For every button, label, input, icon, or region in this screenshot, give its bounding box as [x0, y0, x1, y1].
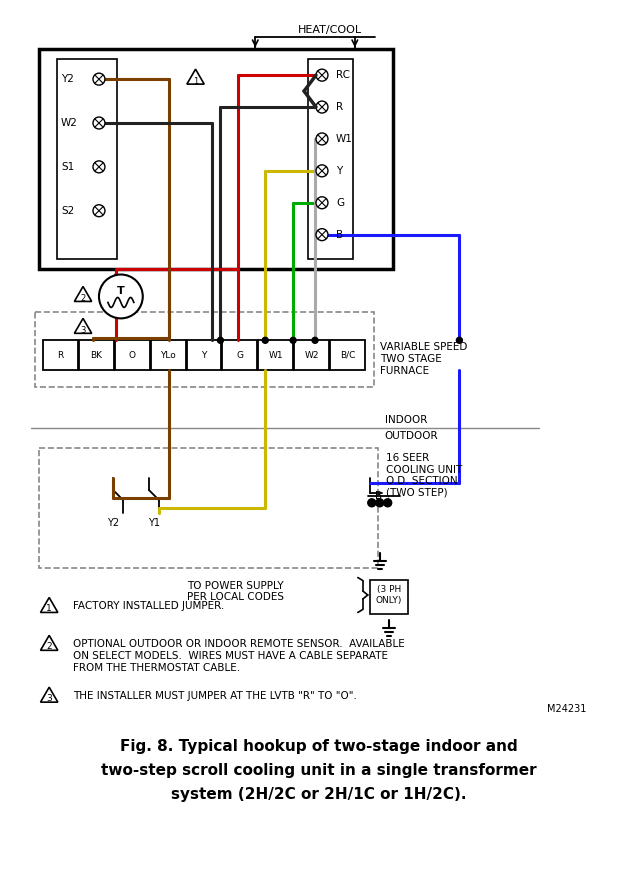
- Circle shape: [262, 338, 268, 343]
- Circle shape: [93, 117, 105, 129]
- Text: TO POWER SUPPLY
PER LOCAL CODES: TO POWER SUPPLY PER LOCAL CODES: [187, 580, 284, 602]
- Circle shape: [456, 338, 463, 343]
- Text: R: R: [57, 351, 64, 360]
- Text: YLo: YLo: [160, 351, 176, 360]
- Circle shape: [99, 275, 143, 318]
- Text: (3 PH
ONLY): (3 PH ONLY): [376, 585, 402, 605]
- Text: 2: 2: [47, 642, 52, 651]
- Text: B: B: [336, 229, 343, 240]
- Bar: [57, 60, 117, 259]
- Circle shape: [316, 69, 328, 81]
- Circle shape: [383, 499, 392, 507]
- Bar: [294, 340, 329, 370]
- Text: Y2: Y2: [107, 518, 119, 528]
- Bar: [186, 340, 221, 370]
- Text: Y: Y: [202, 351, 207, 360]
- Bar: [39, 448, 378, 568]
- Text: two-step scroll cooling unit in a single transformer: two-step scroll cooling unit in a single…: [101, 763, 537, 778]
- Text: Fig. 8. Typical hookup of two-stage indoor and: Fig. 8. Typical hookup of two-stage indo…: [120, 739, 518, 754]
- Bar: [35, 312, 374, 387]
- Circle shape: [218, 338, 223, 343]
- Text: 3: 3: [80, 326, 85, 335]
- Bar: [308, 60, 353, 259]
- Text: W2: W2: [304, 351, 319, 360]
- Text: S2: S2: [61, 206, 75, 216]
- Text: OPTIONAL OUTDOOR OR INDOOR REMOTE SENSOR.  AVAILABLE
ON SELECT MODELS.  WIRES MU: OPTIONAL OUTDOOR OR INDOOR REMOTE SENSOR…: [73, 640, 405, 673]
- Circle shape: [93, 205, 105, 217]
- Text: T: T: [117, 286, 125, 297]
- Bar: [370, 579, 408, 614]
- Text: W2: W2: [61, 118, 78, 128]
- Text: OUTDOOR: OUTDOOR: [385, 431, 438, 441]
- Circle shape: [316, 228, 328, 241]
- Text: G: G: [236, 351, 243, 360]
- Text: G: G: [336, 198, 344, 207]
- Circle shape: [93, 161, 105, 173]
- Circle shape: [316, 197, 328, 209]
- Bar: [43, 340, 78, 370]
- Text: R: R: [336, 102, 343, 112]
- Circle shape: [316, 102, 328, 113]
- Bar: [151, 340, 186, 370]
- Bar: [330, 340, 365, 370]
- Bar: [258, 340, 293, 370]
- Bar: [79, 340, 114, 370]
- Text: 16 SEER
COOLING UNIT
O.D. SECTION
(TWO STEP): 16 SEER COOLING UNIT O.D. SECTION (TWO S…: [386, 453, 462, 498]
- Text: HEAT/COOL: HEAT/COOL: [298, 25, 362, 35]
- Text: Y1: Y1: [148, 518, 160, 528]
- Circle shape: [367, 499, 376, 507]
- Text: O: O: [129, 351, 136, 360]
- Text: 3: 3: [47, 694, 52, 703]
- Bar: [115, 340, 150, 370]
- Text: system (2H/2C or 2H/1C or 1H/2C).: system (2H/2C or 2H/1C or 1H/2C).: [171, 787, 467, 802]
- Circle shape: [376, 499, 383, 507]
- Circle shape: [316, 164, 328, 177]
- Circle shape: [290, 338, 296, 343]
- Text: M24231: M24231: [547, 704, 586, 714]
- Text: THE INSTALLER MUST JUMPER AT THE LVTB "R" TO "O".: THE INSTALLER MUST JUMPER AT THE LVTB "R…: [73, 691, 357, 701]
- Text: B/C: B/C: [339, 351, 355, 360]
- Text: W1: W1: [269, 351, 283, 360]
- Text: W1: W1: [336, 134, 353, 144]
- Text: 1: 1: [193, 77, 198, 86]
- Text: INDOOR: INDOOR: [385, 415, 427, 425]
- Circle shape: [312, 338, 318, 343]
- Text: VARIABLE SPEED
TWO STAGE
FURNACE: VARIABLE SPEED TWO STAGE FURNACE: [380, 342, 467, 375]
- Text: RC: RC: [336, 70, 350, 80]
- Text: Y2: Y2: [61, 74, 74, 84]
- Text: 2: 2: [80, 294, 85, 303]
- Text: FACTORY INSTALLED JUMPER.: FACTORY INSTALLED JUMPER.: [73, 601, 225, 612]
- Text: BK: BK: [91, 351, 103, 360]
- Bar: [39, 49, 392, 269]
- Bar: [223, 340, 257, 370]
- Text: Y: Y: [336, 166, 342, 176]
- Text: B: B: [375, 491, 382, 500]
- Circle shape: [93, 74, 105, 85]
- Text: 1: 1: [47, 604, 52, 613]
- Text: S1: S1: [61, 162, 75, 172]
- Circle shape: [316, 133, 328, 145]
